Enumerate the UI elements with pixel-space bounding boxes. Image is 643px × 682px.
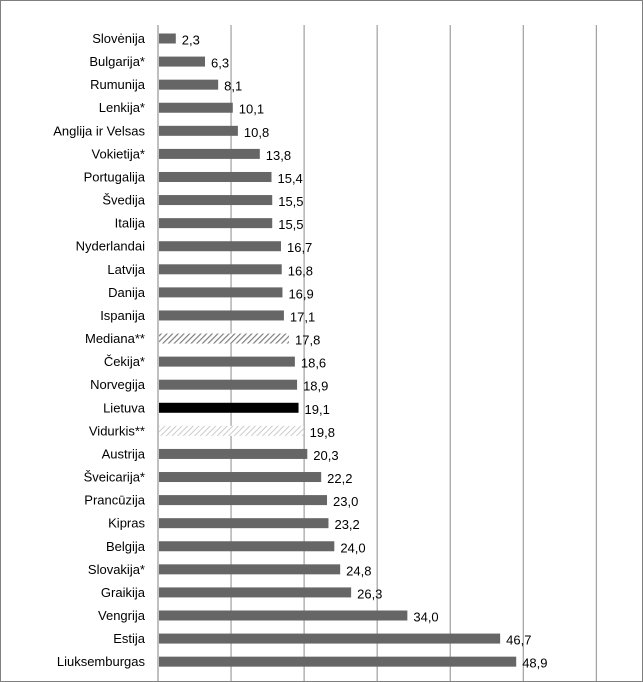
bar	[159, 264, 282, 275]
category-label: Prancūzija	[84, 493, 145, 508]
category-label: Vidurkis**	[89, 423, 145, 438]
bar	[159, 587, 352, 598]
category-label: Šveicarija*	[84, 470, 145, 485]
value-label: 22,2	[327, 471, 352, 486]
bars	[159, 33, 517, 667]
category-label: Ispanija	[100, 308, 146, 323]
value-label: 15,5	[278, 194, 303, 209]
bar	[159, 218, 273, 229]
value-label: 16,8	[288, 263, 313, 278]
value-label: 13,8	[266, 148, 291, 163]
value-label: 18,6	[301, 356, 326, 371]
value-label: 10,8	[244, 125, 269, 140]
category-label: Mediana**	[85, 331, 145, 346]
bar	[159, 56, 206, 67]
category-label: Rumunija	[90, 77, 146, 92]
category-label: Italija	[115, 216, 146, 231]
value-labels: 2,3 6,3 8,1 10,1 10,8 13,8 15,4 15,5 15,5 16,7 16,…	[182, 33, 548, 671]
category-label: Kipras	[108, 516, 145, 531]
value-label: 46,7	[506, 633, 531, 648]
value-label: 2,3	[182, 33, 200, 48]
bar	[159, 633, 501, 644]
bar	[159, 241, 281, 252]
bar	[159, 402, 299, 413]
bar	[159, 448, 308, 459]
category-label: Bulgarija*	[89, 54, 145, 69]
bar	[159, 472, 322, 483]
category-label: Austrija	[102, 446, 146, 461]
bar	[159, 656, 517, 667]
value-label: 8,1	[224, 79, 242, 94]
value-label: 23,0	[333, 494, 358, 509]
category-label: Lietuva	[103, 400, 146, 415]
category-label: Slovakija*	[88, 562, 145, 577]
value-label: 48,9	[522, 656, 547, 671]
bar	[159, 564, 341, 575]
bar	[159, 102, 233, 113]
bar	[159, 518, 329, 529]
category-label: Vokietija*	[92, 146, 145, 161]
category-labels: Slovėnija Bulgarija* Rumunija Lenkija* Angli…	[53, 31, 146, 669]
value-label: 16,9	[288, 286, 313, 301]
bar	[159, 541, 335, 552]
value-label: 26,3	[357, 586, 382, 601]
bar	[159, 333, 290, 344]
grid-lines	[230, 25, 597, 681]
bar	[159, 310, 284, 321]
bar	[159, 356, 295, 367]
value-label: 19,8	[310, 425, 335, 440]
category-label: Portugalija	[84, 169, 146, 184]
category-label: Švedija	[102, 193, 145, 208]
category-label: Liuksemburgas	[57, 654, 146, 669]
category-label: Belgija	[106, 539, 146, 554]
bar	[159, 79, 219, 90]
value-label: 18,9	[303, 379, 328, 394]
bar	[159, 425, 304, 436]
value-label: 16,7	[287, 240, 312, 255]
category-label: Latvija	[107, 262, 145, 277]
value-label: 24,0	[340, 540, 365, 555]
category-label: Anglija ir Velsas	[53, 123, 145, 138]
category-label: Čekija*	[104, 354, 145, 369]
category-label: Vengrija	[98, 608, 146, 623]
bar	[159, 195, 273, 206]
value-label: 34,0	[413, 610, 438, 625]
category-label: Nyderlandai	[76, 239, 145, 254]
category-label: Graikija	[101, 585, 146, 600]
category-label: Norvegija	[90, 377, 146, 392]
category-label: Lenkija*	[99, 100, 145, 115]
bar	[159, 125, 238, 136]
value-label: 23,2	[334, 517, 359, 532]
bar	[159, 148, 260, 159]
value-label: 20,3	[313, 448, 338, 463]
bar	[159, 171, 272, 182]
value-label: 15,4	[277, 171, 302, 186]
category-label: Estija	[113, 631, 146, 646]
value-label: 19,1	[305, 402, 330, 417]
bar	[159, 610, 408, 621]
bar	[159, 379, 298, 390]
value-label: 24,8	[346, 563, 371, 578]
value-label: 15,5	[278, 217, 303, 232]
bar	[159, 33, 176, 44]
value-label: 6,3	[211, 56, 229, 71]
value-label: 17,8	[295, 333, 320, 348]
value-label: 17,1	[290, 309, 315, 324]
category-label: Slovėnija	[92, 31, 146, 46]
value-label: 10,1	[239, 102, 264, 117]
bar	[159, 287, 283, 298]
category-label: Danija	[108, 285, 146, 300]
bar	[159, 495, 328, 506]
